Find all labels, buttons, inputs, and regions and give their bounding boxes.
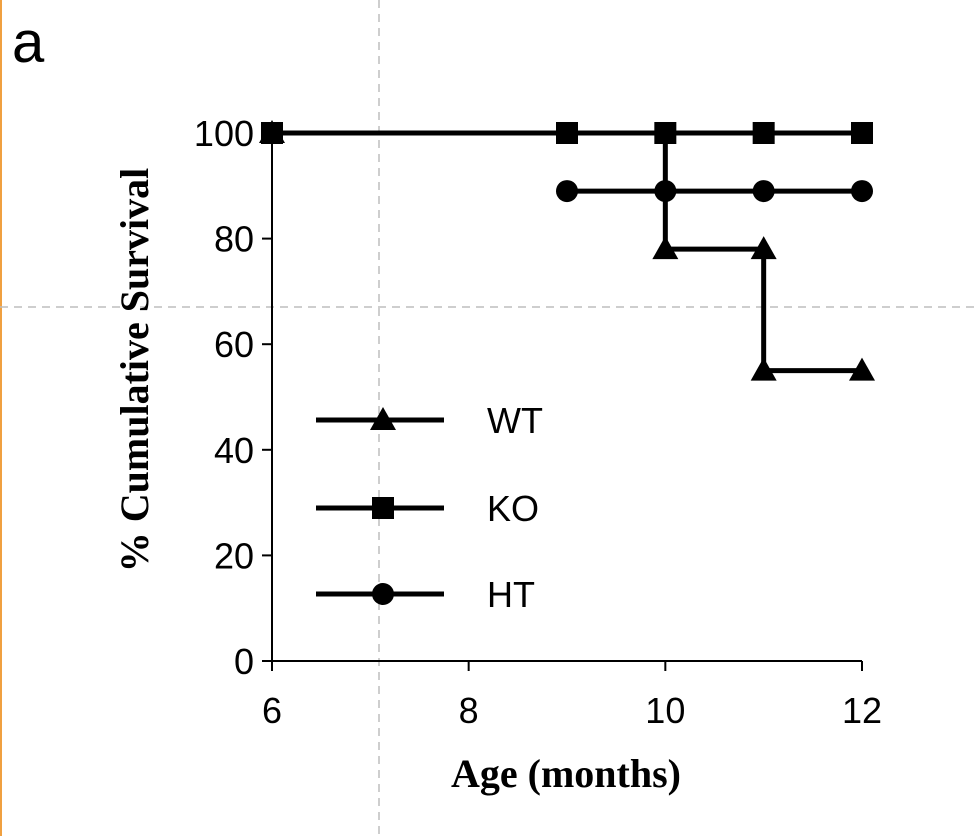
legend-marker-wt: [370, 407, 396, 430]
data-point-ht: [851, 180, 873, 203]
y-tick-label: 80: [214, 219, 254, 260]
data-point-ht: [556, 180, 578, 203]
series-layer: [259, 120, 875, 381]
series-line-wt: [272, 130, 862, 374]
data-point-wt: [750, 357, 777, 381]
series-ko: [261, 122, 873, 144]
y-tick-label: 0: [234, 641, 254, 682]
x-axis-title: Age (months): [451, 751, 681, 796]
y-tick-label: 20: [214, 535, 254, 576]
panel-letter: a: [12, 10, 45, 75]
y-tick-label: 40: [214, 430, 254, 471]
series-wt: [259, 120, 875, 381]
data-point-ht: [752, 180, 775, 203]
legend-marker-ko: [372, 497, 394, 519]
legend-label-ko: KO: [487, 488, 539, 529]
data-point-ht: [654, 180, 677, 203]
legend-item-ht: HT: [316, 574, 535, 615]
series-ht: [556, 180, 873, 203]
legend-label-ht: HT: [487, 574, 535, 615]
legend-marker-ht: [372, 583, 394, 605]
x-tick-label: 6: [262, 690, 282, 731]
data-point-wt: [849, 357, 875, 381]
data-point-wt: [652, 236, 679, 260]
legend-item-ko: KO: [316, 488, 539, 529]
legend: WT KO HT: [316, 400, 543, 615]
x-tick-label: 12: [842, 690, 882, 731]
legend-item-wt: WT: [316, 400, 543, 441]
data-point-ko: [654, 122, 677, 144]
y-axis-title: % Cumulative Survival: [112, 168, 157, 572]
data-point-ko: [261, 122, 283, 144]
axes: 6 8 10 12 0 20 40 60 80 100: [194, 113, 882, 731]
data-point-ko: [752, 122, 775, 144]
legend-label-wt: WT: [487, 400, 543, 441]
x-tick-label: 8: [459, 690, 479, 731]
data-point-ko: [851, 122, 873, 144]
y-tick-label: 60: [214, 324, 254, 365]
data-point-wt: [750, 236, 777, 260]
x-tick-label: 10: [645, 690, 685, 731]
data-point-ko: [556, 122, 578, 144]
y-tick-label: 100: [194, 113, 254, 154]
